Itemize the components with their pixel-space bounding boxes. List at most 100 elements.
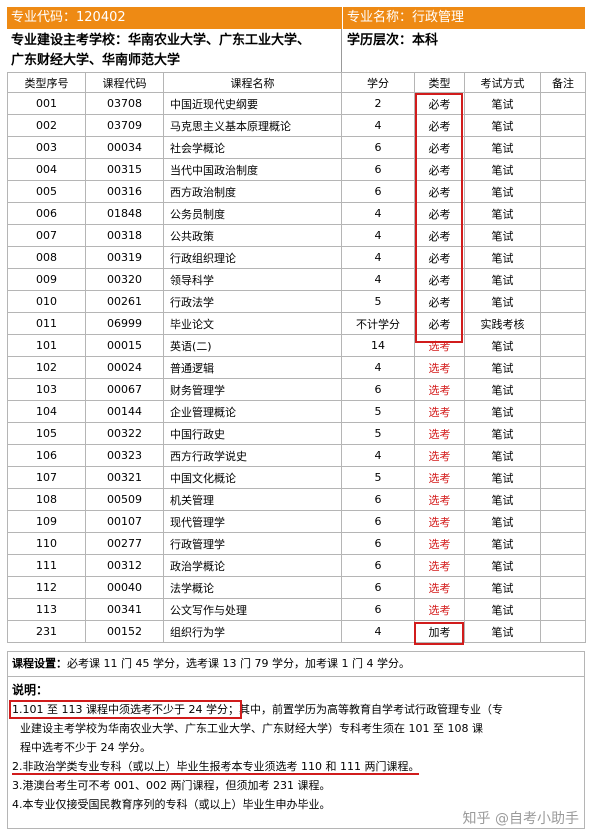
cell-credit: 2 [341,92,415,115]
cell-seq: 003 [7,136,86,159]
cell-type: 选考 [414,554,465,577]
cell-credit: 5 [341,422,415,445]
cell-seq: 005 [7,180,86,203]
cell-exam: 笔试 [464,268,541,291]
course-table: 类型序号 课程代码 课程名称 学分 类型 考试方式 备注 001 03708 中国近… [7,72,586,643]
cell-name: 政治学概论 [163,554,342,577]
cell-note [540,422,586,445]
note-2: 2.非政治学类专业专科（或以上）毕业生报考本专业须选考 110 和 111 两门… [12,757,578,776]
cell-name: 社会学概论 [163,136,342,159]
table-row: 004 00315 当代中国政治制度 6 必考 笔试 [7,158,586,181]
table-row: 010 00261 行政法学 5 必考 笔试 [7,290,586,313]
table-row: 102 00024 普通逻辑 4 选考 笔试 [7,356,586,379]
cell-seq: 006 [7,202,86,225]
cell-exam: 实践考核 [464,312,541,335]
cell-type: 必考 [414,246,465,269]
cell-name: 中国近现代史纲要 [163,92,342,115]
cell-exam: 笔试 [464,422,541,445]
cell-seq: 002 [7,114,86,137]
watermark: 知乎 @自考小助手 [462,811,579,827]
table-row: 107 00321 中国文化概论 5 选考 笔试 [7,466,586,489]
cell-type: 选考 [414,334,465,357]
cell-code: 00034 [85,136,164,159]
cell-note [540,290,586,313]
cell-note [540,158,586,181]
table-row: 106 00323 西方行政学说史 4 选考 笔试 [7,444,586,467]
cell-type: 必考 [414,224,465,247]
summary-text: 必考课 11 门 45 学分，选考课 13 门 79 学分，加考课 1 门 4 … [67,657,410,670]
cell-name: 组织行为学 [163,620,342,643]
note-1-rest: 其中，前置学历为高等教育自学考试行政管理专业（专 [238,703,503,716]
cell-seq: 009 [7,268,86,291]
cell-type: 选考 [414,400,465,423]
cell-seq: 108 [7,488,86,511]
cell-name: 英语(二) [163,334,342,357]
cell-note [540,224,586,247]
table-header-row: 类型序号 课程代码 课程名称 学分 类型 考试方式 备注 [7,72,586,93]
table-row: 231 00152 组织行为学 4 加考 笔试 [7,620,586,643]
cell-note [540,598,586,621]
cell-exam: 笔试 [464,246,541,269]
table-row: 011 06999 毕业论文 不计学分 必考 实践考核 [7,312,586,335]
cell-code: 00509 [85,488,164,511]
cell-type: 必考 [414,180,465,203]
cell-name: 企业管理概论 [163,400,342,423]
cell-seq: 113 [7,598,86,621]
cell-note [540,180,586,203]
cell-credit: 5 [341,466,415,489]
cell-type: 选考 [414,532,465,555]
cell-exam: 笔试 [464,114,541,137]
cell-exam: 笔试 [464,334,541,357]
cell-code: 06999 [85,312,164,335]
cell-type: 必考 [414,290,465,313]
table-row: 002 03709 马克思主义基本原理概论 4 必考 笔试 [7,114,586,137]
cell-type: 必考 [414,92,465,115]
cell-seq: 107 [7,466,86,489]
cell-credit: 6 [341,510,415,533]
col-header-type: 类型 [414,72,465,93]
cell-code: 03708 [85,92,164,115]
cell-seq: 007 [7,224,86,247]
cell-note [540,312,586,335]
cell-name: 行政组织理论 [163,246,342,269]
cell-note [540,554,586,577]
cell-exam: 笔试 [464,290,541,313]
cell-credit: 6 [341,180,415,203]
cell-credit: 4 [341,620,415,643]
note-1-line3: 程中选考不少于 24 学分。 [20,741,151,754]
cell-name: 公文写作与处理 [163,598,342,621]
cell-code: 00107 [85,510,164,533]
cell-credit: 6 [341,488,415,511]
cell-note [540,466,586,489]
cell-type: 选考 [414,598,465,621]
cell-code: 00321 [85,466,164,489]
course-summary: 课程设置：必考课 11 门 45 学分，选考课 13 门 79 学分，加考课 1… [7,651,585,677]
cell-note [540,136,586,159]
cell-type: 选考 [414,444,465,467]
table-row: 104 00144 企业管理概论 5 选考 笔试 [7,400,586,423]
table-row: 105 00322 中国行政史 5 选考 笔试 [7,422,586,445]
col-header-code: 课程代码 [85,72,164,93]
cell-credit: 6 [341,532,415,555]
cell-credit: 4 [341,224,415,247]
cell-credit: 6 [341,576,415,599]
cell-code: 00323 [85,444,164,467]
table-row: 007 00318 公共政策 4 必考 笔试 [7,224,586,247]
cell-credit: 14 [341,334,415,357]
cell-code: 00261 [85,290,164,313]
cell-exam: 笔试 [464,158,541,181]
col-header-note: 备注 [540,72,586,93]
cell-credit: 4 [341,356,415,379]
cell-note [540,202,586,225]
cell-note [540,114,586,137]
cell-seq: 008 [7,246,86,269]
cell-exam: 笔试 [464,466,541,489]
cell-credit: 4 [341,246,415,269]
cell-code: 00040 [85,576,164,599]
cell-note [540,510,586,533]
col-header-credit: 学分 [341,72,415,93]
table-row: 108 00509 机关管理 6 选考 笔试 [7,488,586,511]
note-2-text: 2.非政治学类专业专科（或以上）毕业生报考本专业须选考 110 和 111 两门… [12,760,420,775]
cell-name: 当代中国政治制度 [163,158,342,181]
cell-note [540,444,586,467]
